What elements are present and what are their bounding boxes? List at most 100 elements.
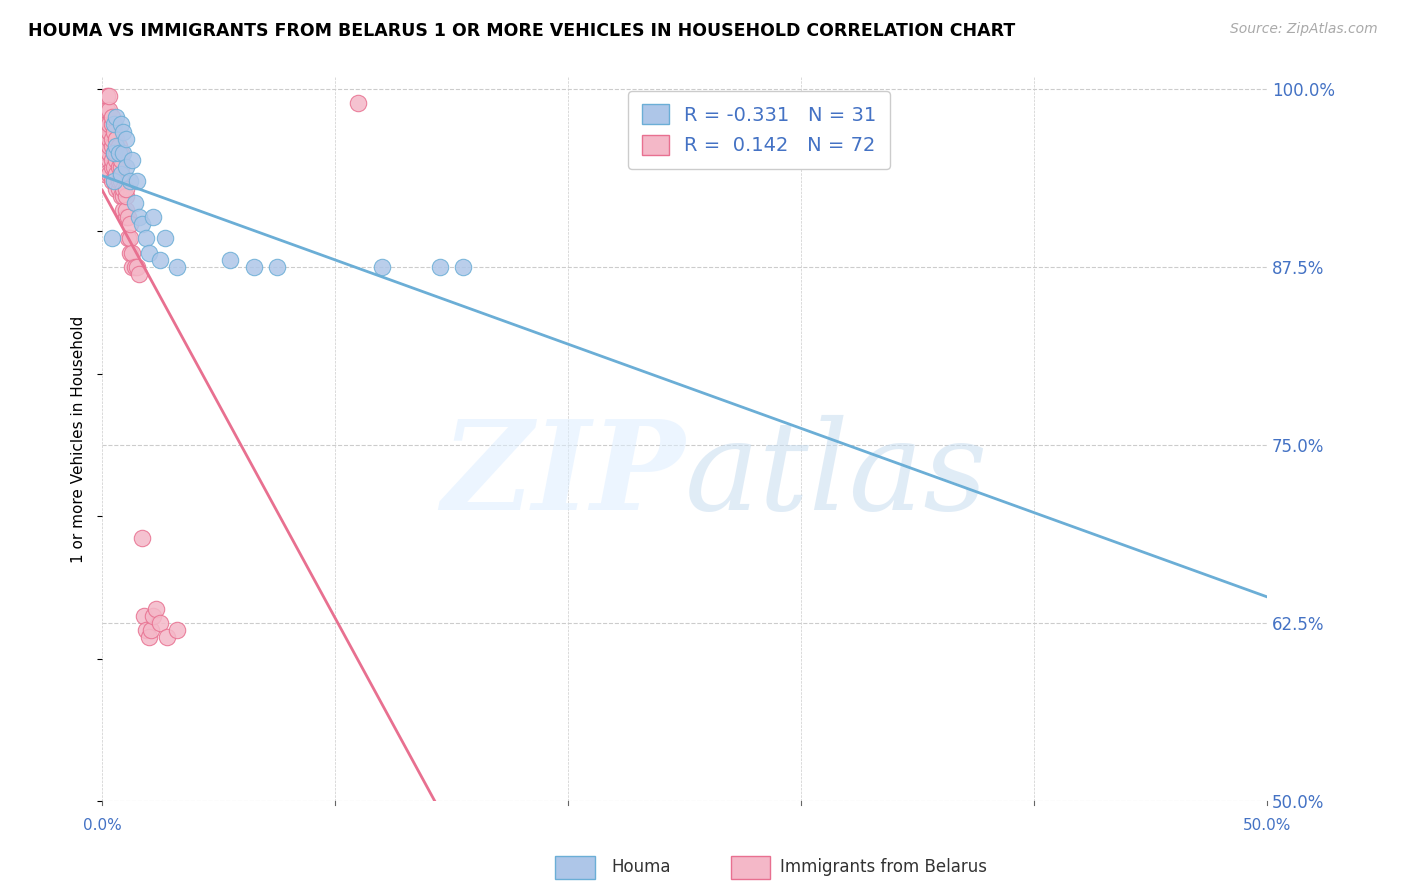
Point — [114, 202, 136, 217]
Point — [98, 153, 121, 167]
Y-axis label: 1 or more Vehicles in Household: 1 or more Vehicles in Household — [72, 316, 86, 563]
Point — [110, 145, 132, 160]
Point — [114, 131, 136, 145]
Point — [93, 138, 115, 153]
Point — [100, 118, 122, 132]
Point — [103, 145, 125, 160]
Point — [103, 125, 125, 139]
Legend: R = -0.331   N = 31, R =  0.142   N = 72: R = -0.331 N = 31, R = 0.142 N = 72 — [628, 91, 890, 169]
Text: ZIP: ZIP — [441, 415, 685, 536]
Point — [138, 245, 160, 260]
Point — [100, 138, 122, 153]
Point — [100, 160, 122, 174]
Point — [145, 602, 167, 616]
Point — [103, 160, 125, 174]
Point — [105, 167, 128, 181]
Point — [100, 111, 122, 125]
Point — [120, 245, 142, 260]
Point — [98, 145, 121, 160]
Point — [98, 103, 121, 118]
Point — [105, 181, 128, 195]
Point — [114, 188, 136, 202]
Point — [110, 167, 132, 181]
Point — [128, 210, 150, 224]
Point — [166, 624, 188, 638]
Point — [120, 217, 142, 231]
Point — [149, 252, 172, 267]
Point — [105, 131, 128, 145]
Point — [266, 260, 288, 274]
Point — [347, 96, 370, 111]
Point — [142, 210, 165, 224]
Point — [242, 260, 264, 274]
Point — [156, 631, 179, 645]
Point — [107, 174, 129, 188]
Point — [107, 181, 129, 195]
Point — [112, 188, 135, 202]
Point — [105, 145, 128, 160]
Point — [96, 103, 118, 118]
Text: Immigrants from Belarus: Immigrants from Belarus — [780, 858, 987, 876]
Point — [117, 210, 139, 224]
Point — [131, 531, 153, 545]
Point — [100, 131, 122, 145]
Text: 50.0%: 50.0% — [1243, 818, 1291, 833]
Point — [127, 174, 149, 188]
Point — [103, 174, 125, 188]
Point — [103, 145, 125, 160]
Point — [219, 252, 242, 267]
Point — [98, 125, 121, 139]
Point — [103, 118, 125, 132]
Point — [124, 195, 146, 210]
Point — [112, 145, 135, 160]
Point — [98, 167, 121, 181]
Point — [110, 188, 132, 202]
Point — [93, 167, 115, 181]
Point — [131, 217, 153, 231]
Point — [98, 89, 121, 103]
Point — [120, 174, 142, 188]
Point — [100, 153, 122, 167]
Text: Source: ZipAtlas.com: Source: ZipAtlas.com — [1230, 22, 1378, 37]
Point — [153, 231, 176, 245]
Point — [100, 174, 122, 188]
Point — [114, 160, 136, 174]
Point — [96, 89, 118, 103]
Point — [96, 118, 118, 132]
Text: Houma: Houma — [612, 858, 671, 876]
Point — [139, 624, 162, 638]
Point — [110, 167, 132, 181]
Point — [96, 145, 118, 160]
Point — [110, 160, 132, 174]
Point — [121, 153, 143, 167]
Point — [107, 138, 129, 153]
Point — [134, 609, 156, 624]
Point — [103, 174, 125, 188]
Point — [112, 125, 135, 139]
Point — [114, 181, 136, 195]
Point — [149, 616, 172, 631]
Text: 0.0%: 0.0% — [83, 818, 121, 833]
Point — [142, 609, 165, 624]
Point — [93, 118, 115, 132]
Point — [120, 231, 142, 245]
Point — [128, 267, 150, 281]
Point — [371, 260, 394, 274]
Point — [114, 210, 136, 224]
Point — [105, 153, 128, 167]
Text: HOUMA VS IMMIGRANTS FROM BELARUS 1 OR MORE VEHICLES IN HOUSEHOLD CORRELATION CHA: HOUMA VS IMMIGRANTS FROM BELARUS 1 OR MO… — [28, 22, 1015, 40]
Point — [107, 145, 129, 160]
Point — [98, 118, 121, 132]
Point — [127, 260, 149, 274]
Point — [121, 245, 143, 260]
Point — [98, 131, 121, 145]
Point — [166, 260, 188, 274]
Point — [98, 138, 121, 153]
Point — [110, 118, 132, 132]
Point — [135, 624, 157, 638]
Point — [100, 231, 122, 245]
Point — [138, 631, 160, 645]
Point — [107, 160, 129, 174]
Point — [110, 153, 132, 167]
Point — [135, 231, 157, 245]
